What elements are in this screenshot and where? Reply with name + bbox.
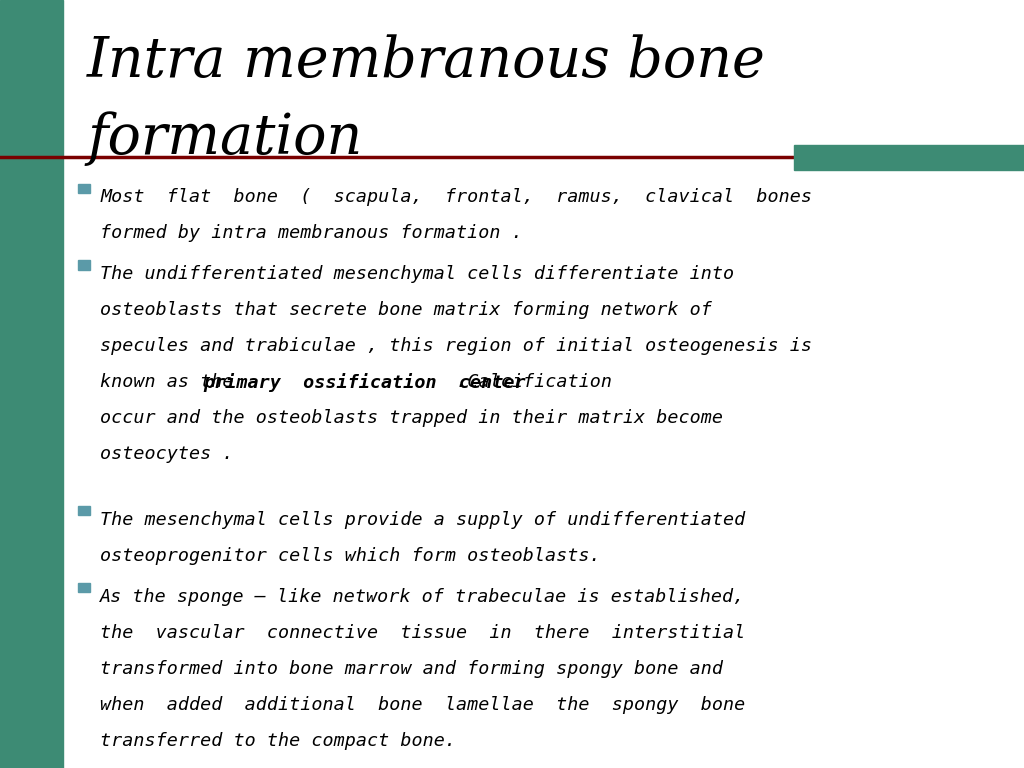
Bar [0,0,63,768]
Text: known as the: known as the [100,373,245,391]
Text: transformed into bone marrow and forming spongy bone and: transformed into bone marrow and forming… [100,660,723,677]
Text: transferred to the compact bone.: transferred to the compact bone. [100,732,457,750]
Text: osteocytes .: osteocytes . [100,445,233,463]
Text: osteoblasts that secrete bone matrix forming network of: osteoblasts that secrete bone matrix for… [100,301,713,319]
Text: osteoprogenitor cells which form osteoblasts.: osteoprogenitor cells which form osteobl… [100,547,601,564]
Text: Most  flat  bone  (  scapula,  frontal,  ramus,  clavical  bones: Most flat bone ( scapula, frontal, ramus… [100,188,812,206]
Text: formed by intra membranous formation .: formed by intra membranous formation . [100,224,523,242]
Bar [78,260,90,270]
Text: Intra membranous bone: Intra membranous bone [87,35,766,89]
Bar [794,144,1024,170]
Bar [78,506,90,515]
Text: primary  ossification  center: primary ossification center [204,373,526,392]
Text: The mesenchymal cells provide a supply of undifferentiated: The mesenchymal cells provide a supply o… [100,511,745,528]
Text: specules and trabiculae , this region of initial osteogenesis is: specules and trabiculae , this region of… [100,337,812,355]
Text: formation: formation [87,111,362,166]
Bar [78,583,90,592]
Text: .Calcification: .Calcification [434,373,611,391]
Text: occur and the osteoblasts trapped in their matrix become: occur and the osteoblasts trapped in the… [100,409,723,427]
Text: The undifferentiated mesenchymal cells differentiate into: The undifferentiated mesenchymal cells d… [100,265,734,283]
Bar [78,184,90,193]
Text: when  added  additional  bone  lamellae  the  spongy  bone: when added additional bone lamellae the … [100,696,745,713]
Text: As the sponge – like network of trabeculae is established,: As the sponge – like network of trabecul… [100,588,745,605]
Text: the  vascular  connective  tissue  in  there  interstitial: the vascular connective tissue in there … [100,624,745,641]
